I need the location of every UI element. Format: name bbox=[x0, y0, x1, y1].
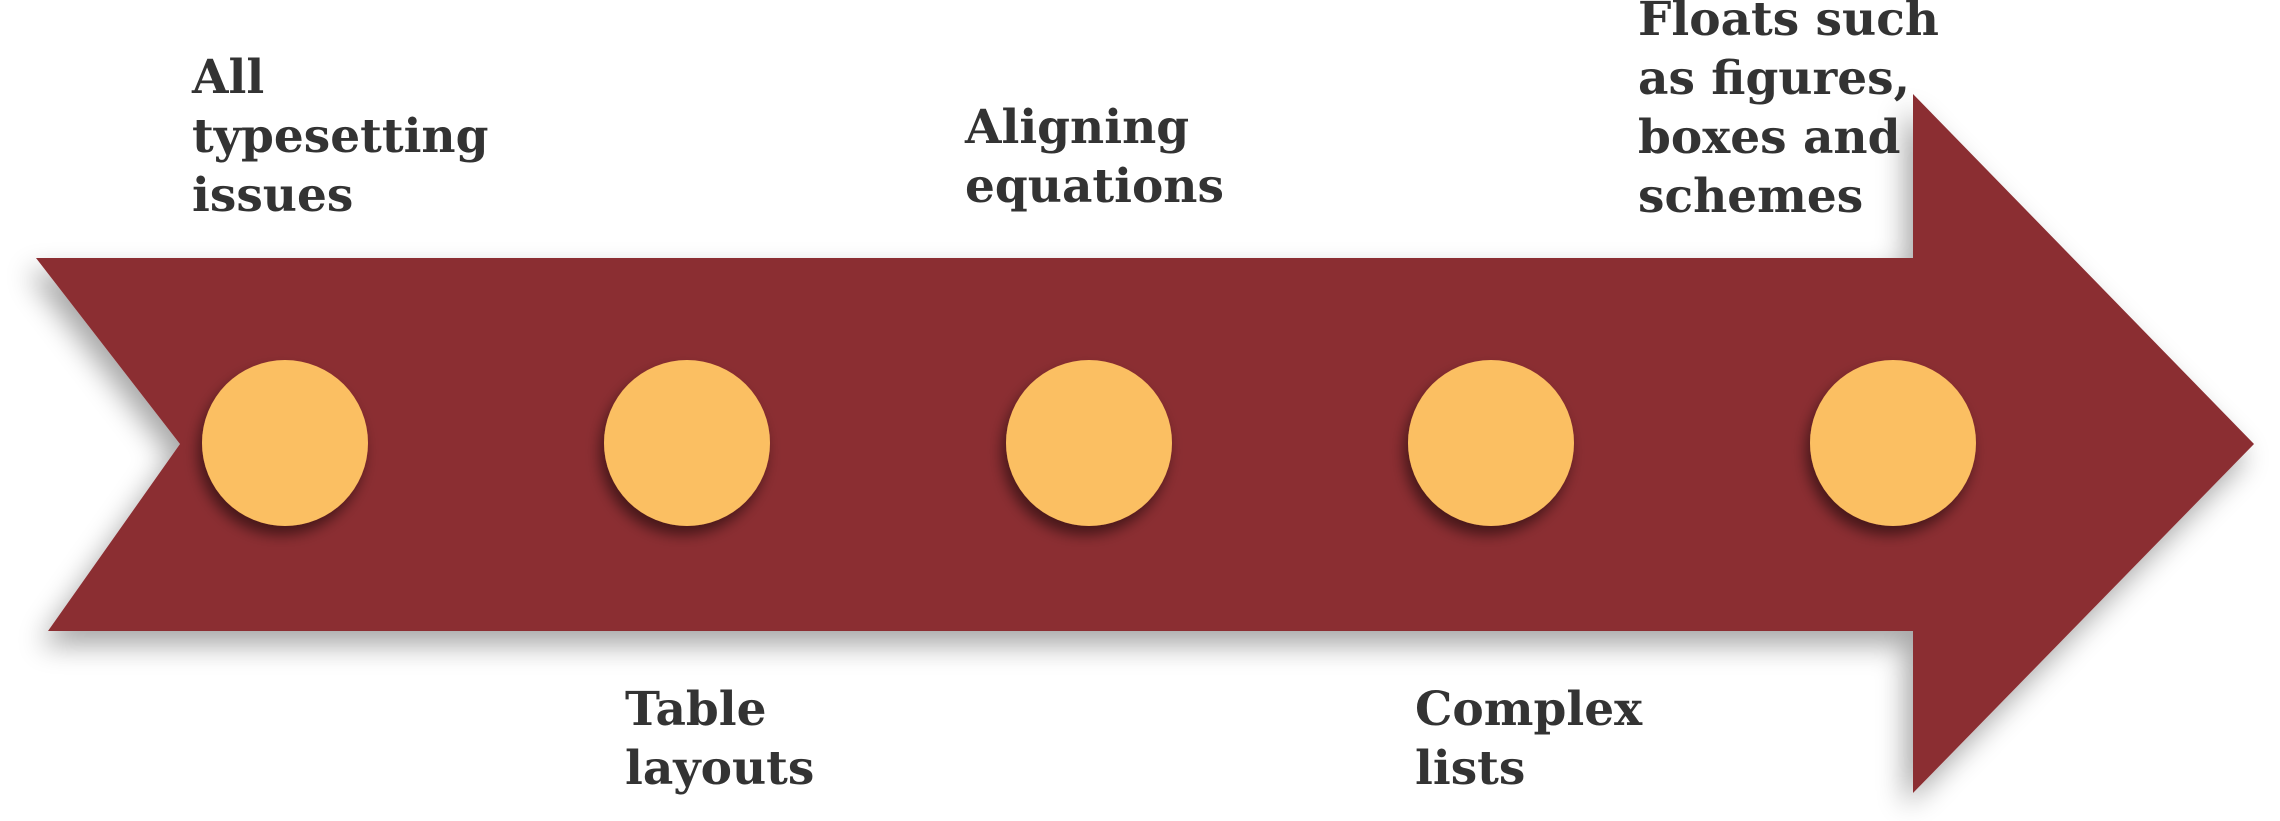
timeline-node-4 bbox=[1408, 360, 1574, 526]
node-label-complex-lists: Complex lists bbox=[1415, 682, 1643, 796]
node-label-table-layouts: Table layouts bbox=[625, 682, 815, 796]
timeline-node-1 bbox=[202, 360, 368, 526]
node-label-floats: Floats such as figures, boxes and scheme… bbox=[1638, 0, 1939, 224]
timeline-node-3 bbox=[1006, 360, 1172, 526]
node-label-aligning-equations: Aligning equations bbox=[965, 100, 1224, 214]
timeline-node-5 bbox=[1810, 360, 1976, 526]
timeline-node-2 bbox=[604, 360, 770, 526]
node-label-typesetting: All typesetting issues bbox=[192, 50, 489, 223]
